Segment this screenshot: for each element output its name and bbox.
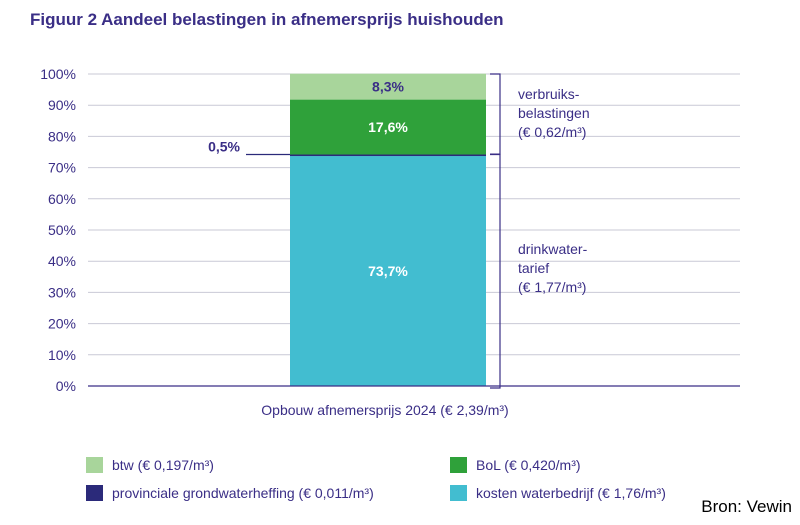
y-tick-label: 80% (48, 128, 76, 144)
legend-swatch (86, 457, 103, 473)
legend-label: kosten waterbedrijf (€ 1,76/m³) (476, 485, 666, 501)
annotation-text: tarief (518, 260, 549, 276)
legend-label: provinciale grondwaterheffing (€ 0,011/m… (112, 485, 374, 501)
annotation-bracket (490, 73, 501, 155)
y-tick-label: 40% (48, 253, 76, 269)
y-tick-label: 70% (48, 160, 76, 176)
y-tick-label: 0% (56, 378, 76, 394)
legend-swatch (450, 457, 467, 473)
x-axis-label: Opbouw afnemersprijs 2024 (€ 2,39/m³) (261, 402, 508, 418)
bar-segment (290, 154, 486, 157)
legend-label: btw (€ 0,197/m³) (112, 457, 214, 473)
data-label: 0,5% (208, 138, 240, 154)
annotation-text: (€ 0,62/m³) (518, 124, 586, 140)
y-tick-label: 10% (48, 347, 76, 363)
data-label: 8,3% (372, 79, 404, 95)
annotation-text: (€ 1,77/m³) (518, 279, 586, 295)
data-label: 17,6% (368, 119, 408, 135)
bar-segment (290, 73, 486, 100)
legend-swatch (450, 485, 467, 501)
y-tick-label: 100% (40, 66, 76, 82)
bar-segment (290, 99, 486, 155)
chart-title: Figuur 2 Aandeel belastingen in afnemers… (30, 10, 504, 29)
y-tick-label: 20% (48, 316, 76, 332)
legend-label: BoL (€ 0,420/m³) (476, 457, 581, 473)
legend-swatch (86, 485, 103, 501)
annotation-text: drinkwater- (518, 241, 588, 257)
annotation-text: verbruiks- (518, 86, 580, 102)
data-label: 73,7% (368, 263, 408, 279)
annotation-bracket (490, 153, 501, 389)
annotation-text: belastingen (518, 105, 590, 121)
y-tick-label: 30% (48, 284, 76, 300)
source-note: Bron: Vewin (701, 497, 792, 516)
y-tick-label: 60% (48, 191, 76, 207)
y-tick-label: 90% (48, 97, 76, 113)
bar-segment (290, 156, 486, 386)
y-tick-label: 50% (48, 222, 76, 238)
